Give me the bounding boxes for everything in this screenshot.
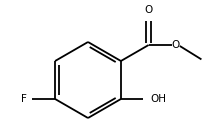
Text: OH: OH: [150, 94, 166, 104]
Text: O: O: [172, 40, 180, 50]
Text: O: O: [145, 5, 153, 15]
Text: F: F: [21, 94, 27, 104]
